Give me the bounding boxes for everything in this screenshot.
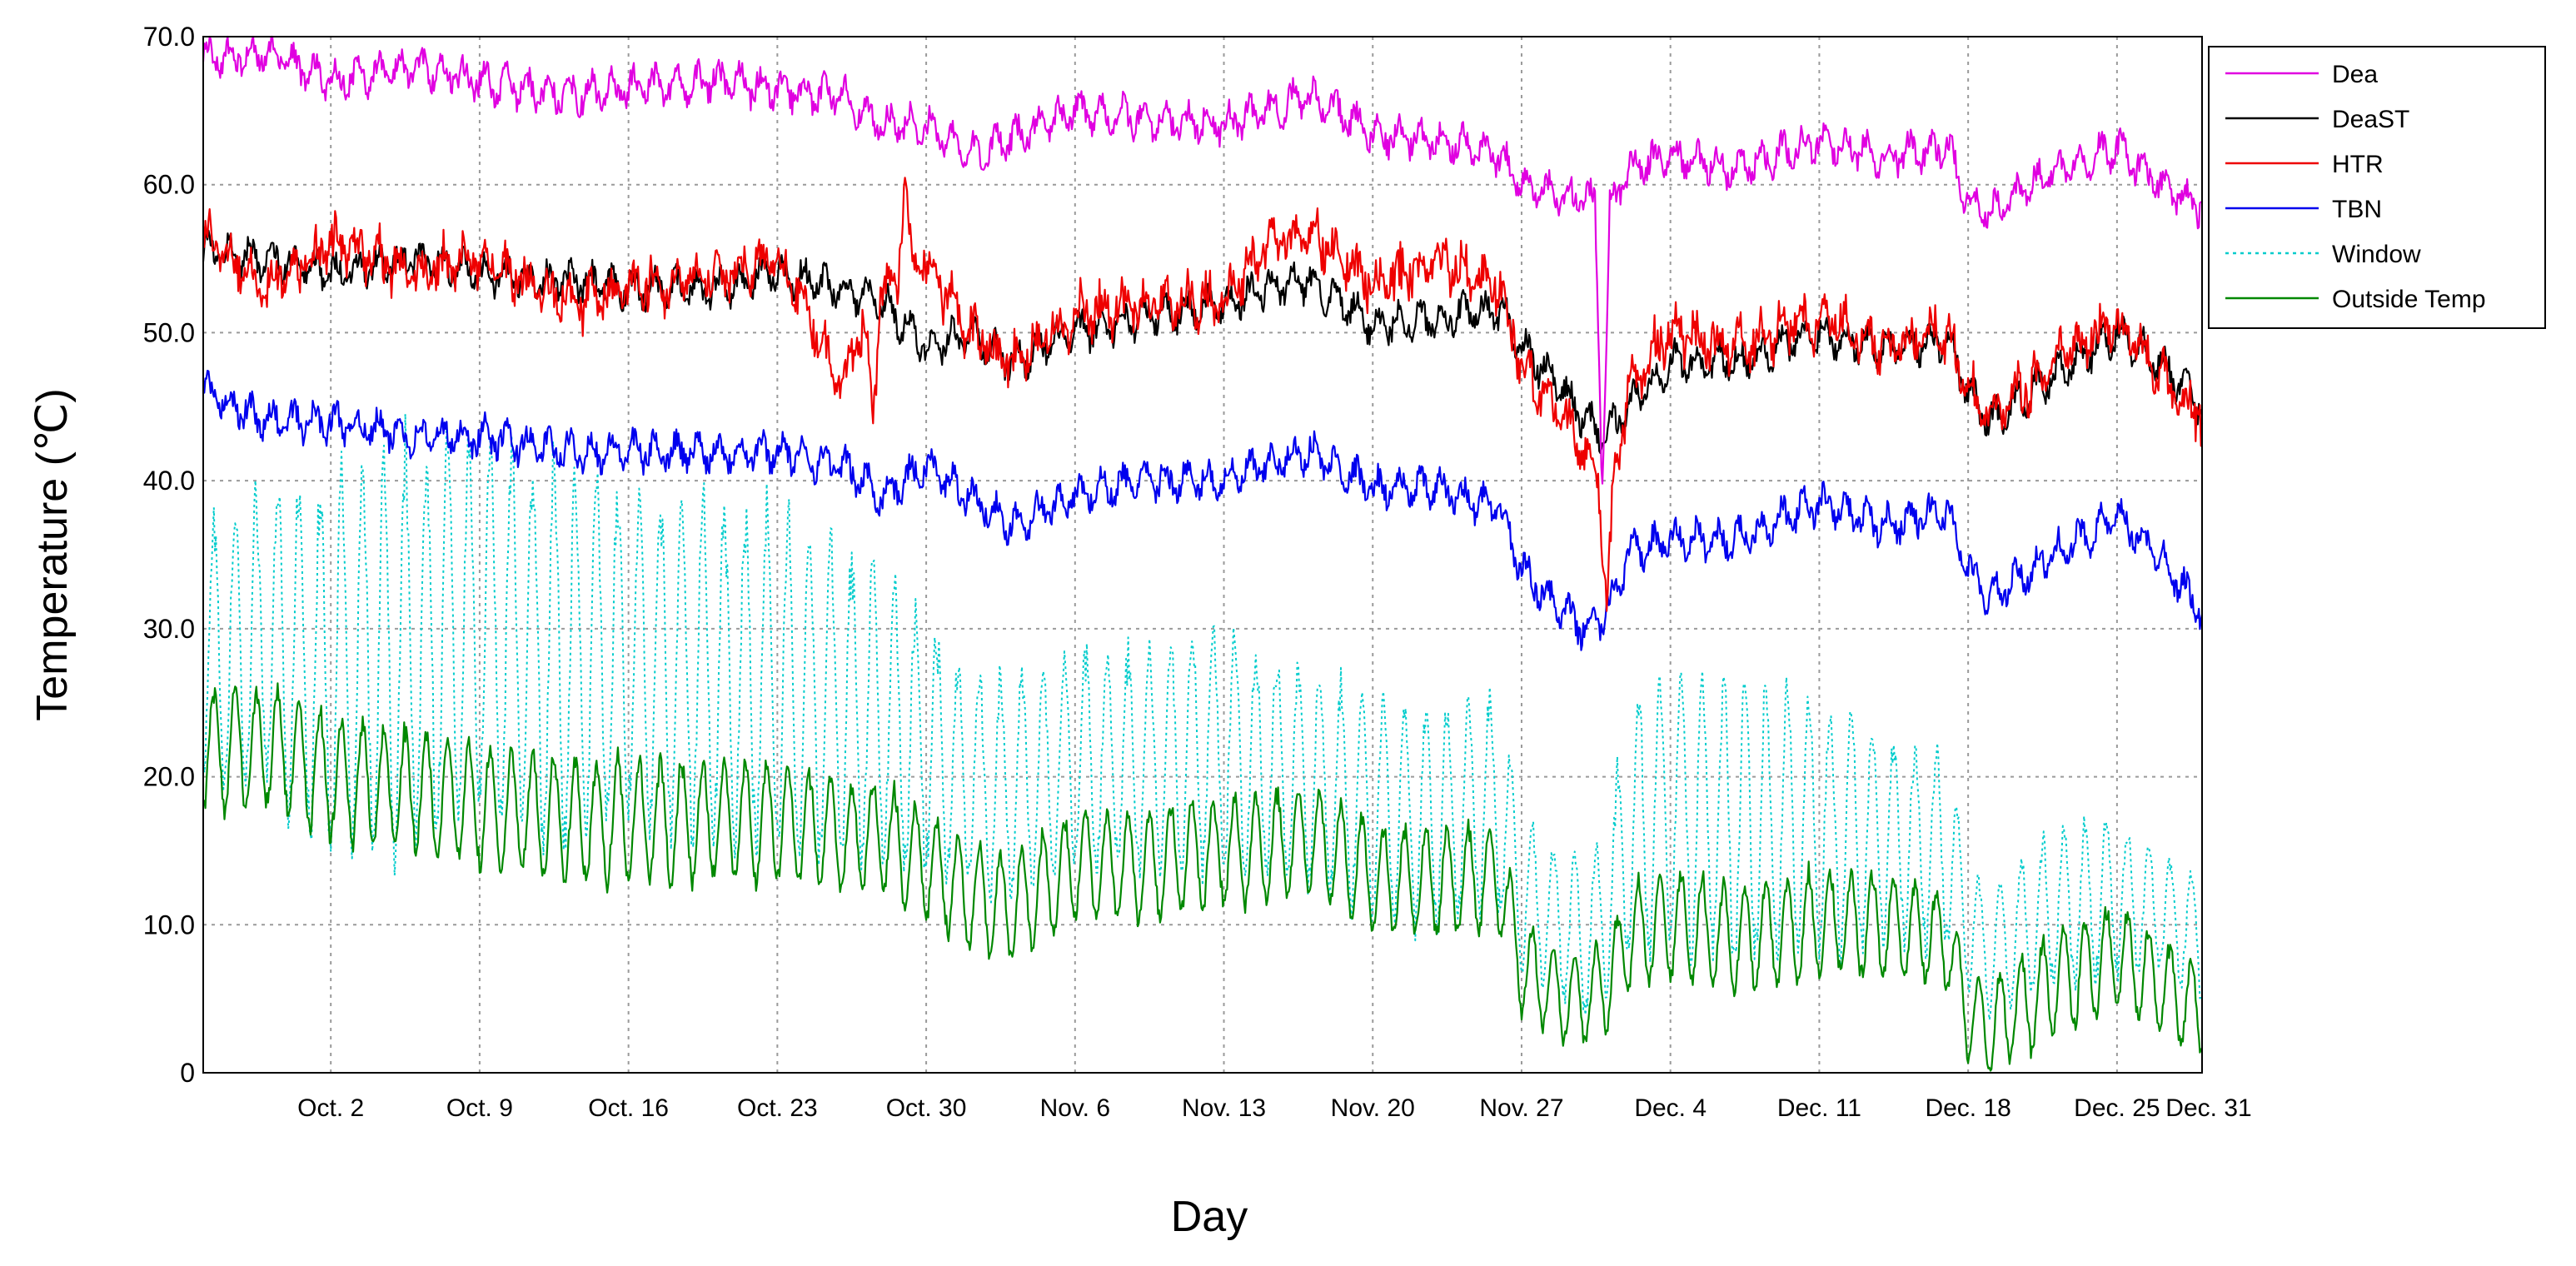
x-tick-label: Dec. 4 xyxy=(1634,1094,1707,1122)
y-tick-label: 40.0 xyxy=(143,466,195,496)
series-layer xyxy=(202,35,2204,1072)
y-tick-label: 50.0 xyxy=(143,317,195,347)
x-axis-ticks: Oct. 2 Oct. 9 Oct. 16 Oct. 23 Oct. 30 Nov. 6 N… xyxy=(297,1094,2252,1122)
legend-label: HTR xyxy=(2332,151,2384,178)
x-tick-label: Oct. 2 xyxy=(297,1094,364,1122)
x-tick-label: Dec. 18 xyxy=(1925,1094,2010,1122)
grid xyxy=(203,37,2202,1073)
y-tick-label: 70.0 xyxy=(143,22,195,52)
x-tick-label: Nov. 13 xyxy=(1182,1094,1266,1122)
legend-label: DeaST xyxy=(2332,106,2409,133)
series-line-htr xyxy=(202,177,2204,612)
series-line-outside-temp xyxy=(202,682,2203,1072)
x-tick-label: Oct. 23 xyxy=(737,1094,818,1122)
y-axis-label: Temperature (℃) xyxy=(28,388,77,720)
y-axis-ticks: 0 10.0 20.0 30.0 40.0 50.0 60.0 70.0 xyxy=(143,22,195,1088)
x-tick-label: Oct. 16 xyxy=(588,1094,669,1122)
legend-label: Dea xyxy=(2332,61,2378,88)
x-tick-label: Nov. 27 xyxy=(1479,1094,1563,1122)
x-tick-label: Dec. 11 xyxy=(1777,1094,1861,1122)
x-tick-label: Dec. 31 xyxy=(2165,1094,2251,1122)
y-tick-label: 30.0 xyxy=(143,614,195,644)
x-axis-label: Day xyxy=(1171,1193,1248,1241)
series-line-dea xyxy=(202,35,2203,485)
x-tick-label: Oct. 30 xyxy=(886,1094,967,1122)
legend-label: Window xyxy=(2332,241,2421,268)
y-tick-label: 0 xyxy=(180,1058,195,1088)
x-tick-label: Nov. 6 xyxy=(1040,1094,1110,1122)
y-tick-label: 20.0 xyxy=(143,762,195,792)
y-tick-label: 60.0 xyxy=(143,170,195,200)
legend-label: Outside Temp xyxy=(2332,286,2486,313)
x-tick-label: Oct. 9 xyxy=(446,1094,513,1122)
legend-box xyxy=(2208,46,2546,329)
plot-frame xyxy=(202,36,2203,1074)
y-tick-label: 10.0 xyxy=(143,910,195,940)
legend-label: TBN xyxy=(2332,196,2382,223)
x-tick-label: Nov. 20 xyxy=(1331,1094,1415,1122)
series-line-tbn xyxy=(202,370,2204,651)
legend: Dea DeaST HTR TBN Window Outside Temp xyxy=(2208,46,2546,329)
x-tick-label: Dec. 25 xyxy=(2074,1094,2160,1122)
